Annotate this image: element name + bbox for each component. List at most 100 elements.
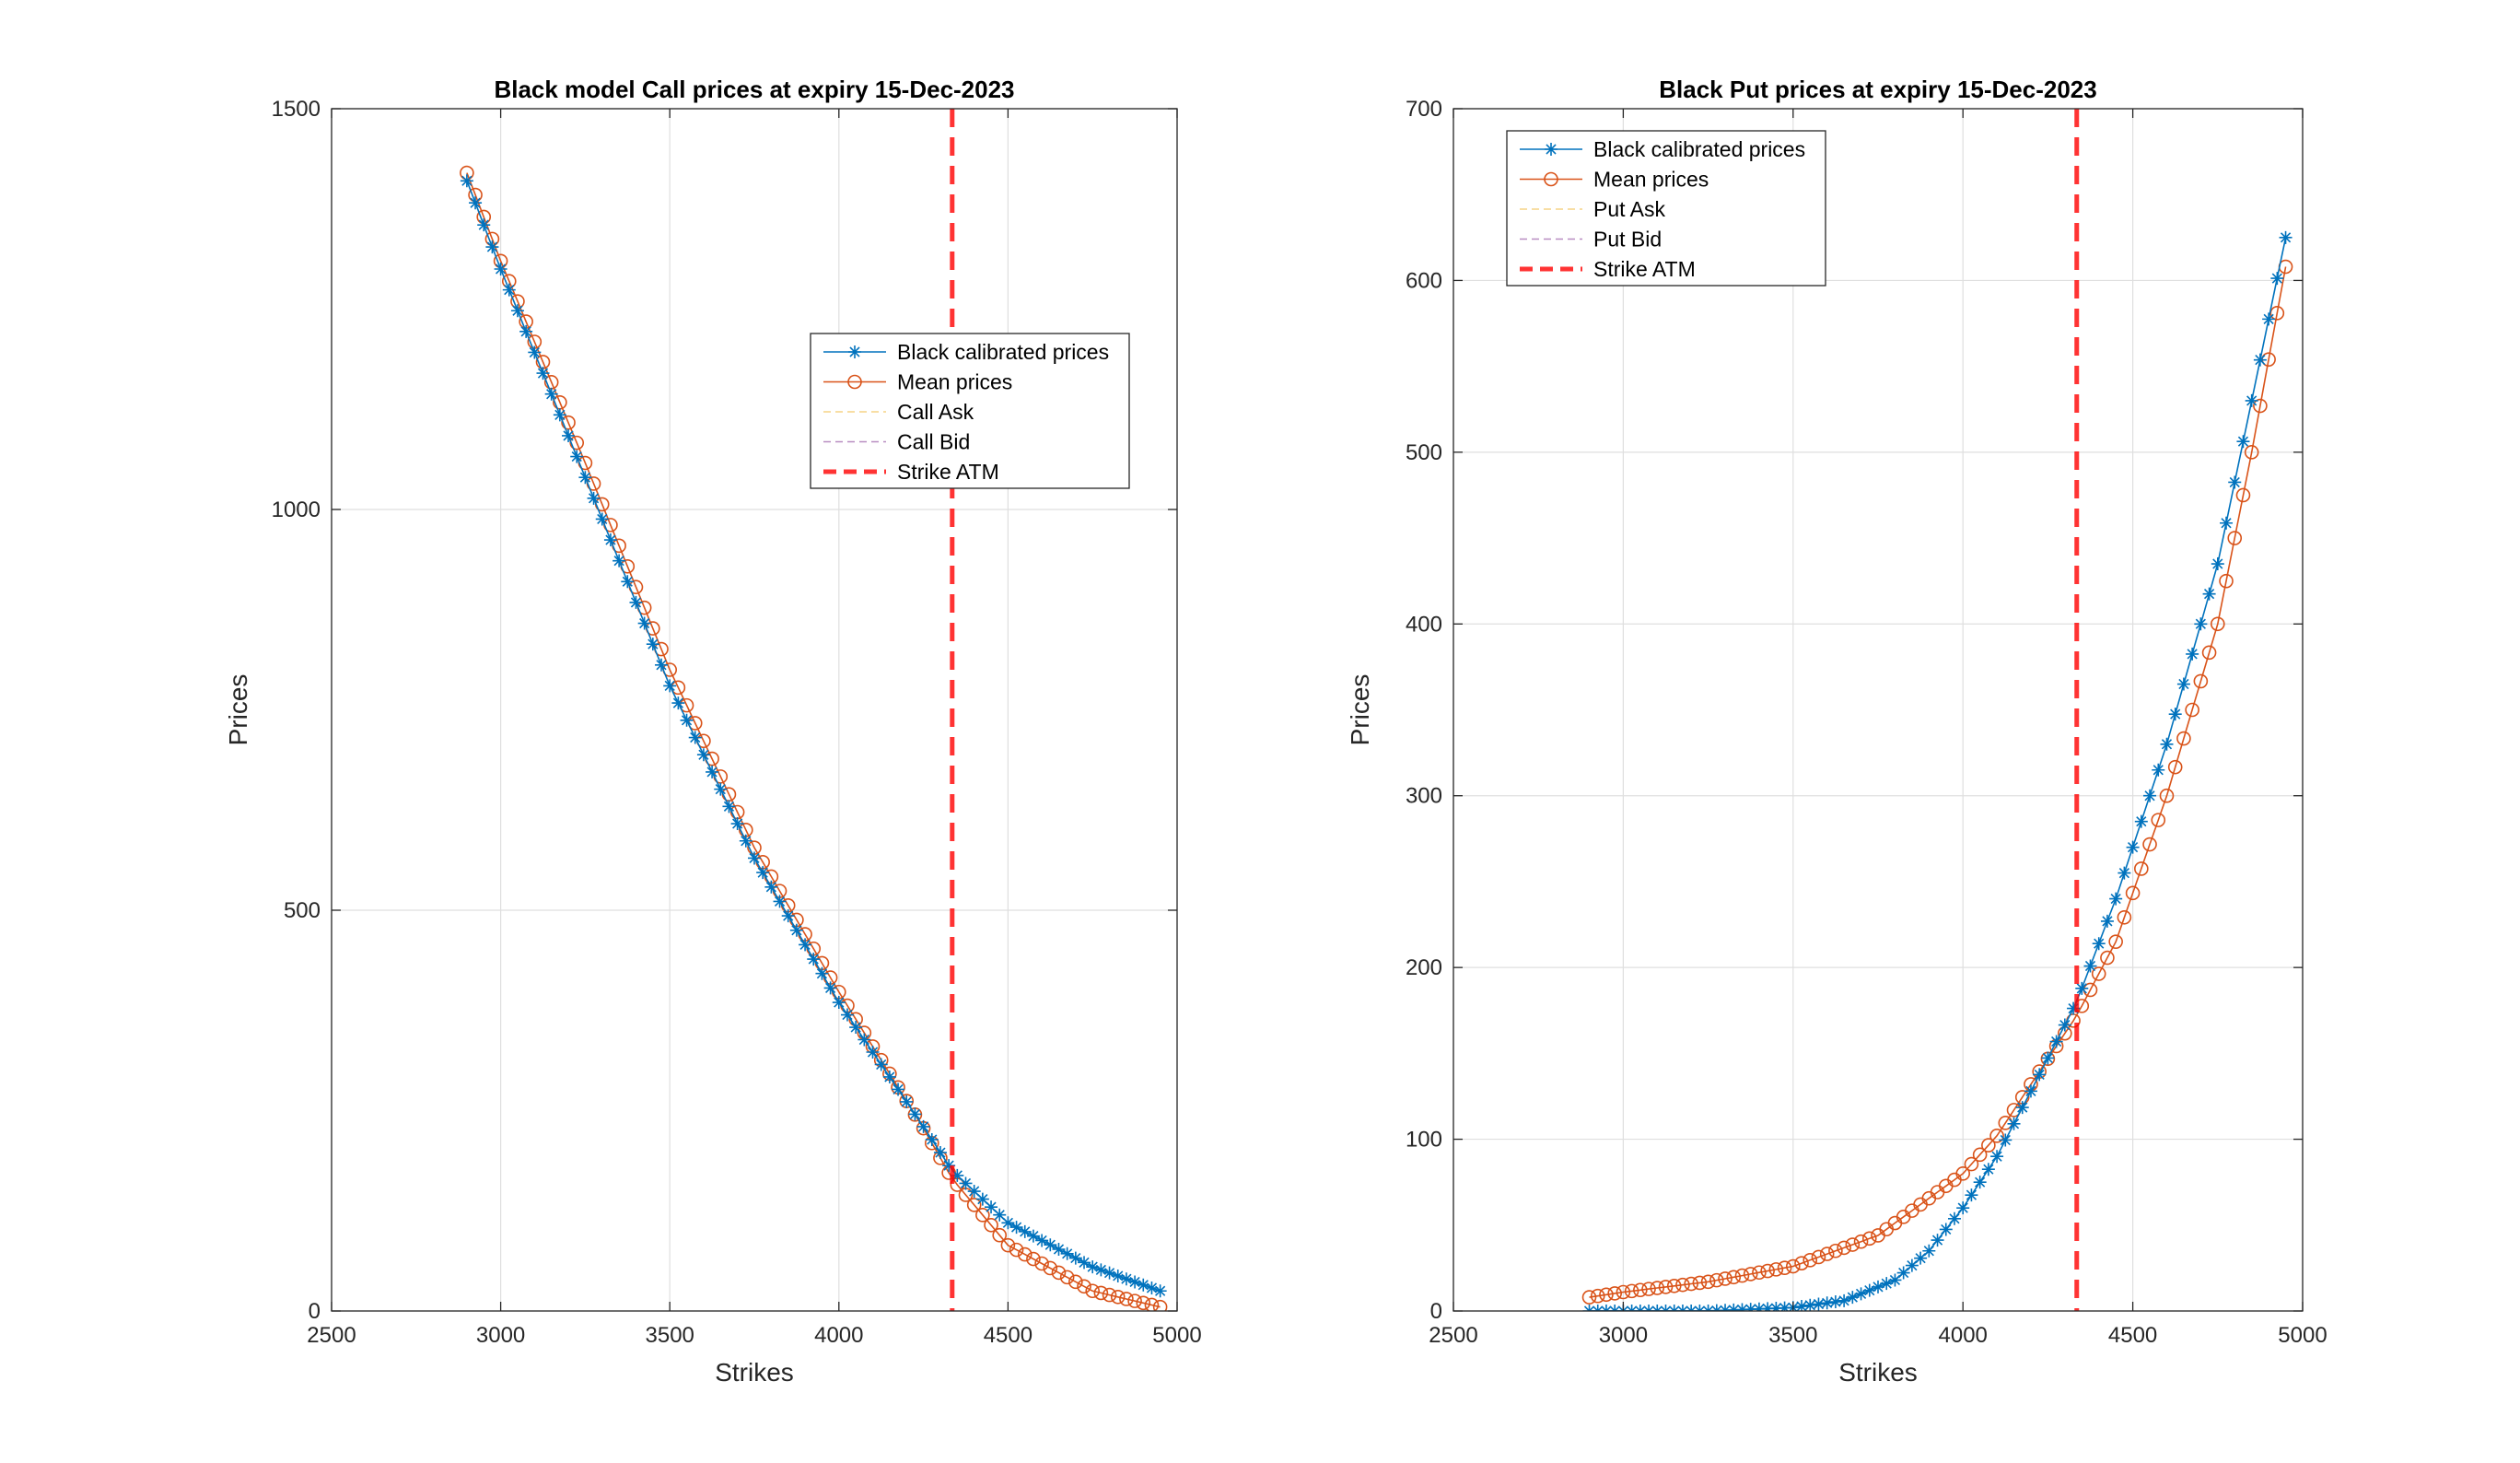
data-point-asterisk: [663, 679, 677, 693]
data-point-circle: [1607, 1286, 1622, 1301]
data-point-asterisk: [858, 1033, 871, 1047]
data-point-asterisk: [637, 616, 651, 630]
data-point-asterisk: [916, 1119, 930, 1133]
data-point-circle: [1692, 1275, 1708, 1291]
data-point-circle: [1119, 1292, 1134, 1306]
data-point-asterisk: [951, 1168, 964, 1182]
data-point-circle: [2142, 837, 2157, 852]
plot-area: [332, 109, 1177, 1311]
data-point-asterisk: [993, 1208, 1007, 1222]
data-point-asterisk: [849, 1021, 863, 1035]
x-tick-label: 5000: [1152, 1323, 1201, 1348]
data-point-asterisk: [570, 450, 584, 463]
plot-area: [1453, 109, 2303, 1311]
data-point-circle: [1726, 1270, 1742, 1285]
data-point-asterisk: [578, 471, 592, 485]
data-point-asterisk: [1939, 1223, 1953, 1236]
data-point-circle: [1752, 1265, 1767, 1281]
data-point-asterisk: [1769, 1302, 1783, 1311]
legend-marker: [1544, 171, 1558, 187]
data-point-asterisk: [603, 533, 617, 547]
data-point-asterisk: [1094, 1263, 1108, 1277]
data-point-circle: [1828, 1243, 1843, 1258]
y-tick-label: 1000: [272, 497, 321, 522]
data-point-asterisk: [1990, 1150, 2004, 1164]
data-point-asterisk: [1119, 1272, 1133, 1286]
data-point-asterisk: [460, 174, 473, 188]
data-point-circle: [2193, 673, 2209, 689]
data-point-circle: [1616, 1284, 1631, 1300]
data-point-asterisk: [2118, 866, 2131, 880]
data-point-asterisk: [2176, 677, 2190, 691]
data-point-circle: [1845, 1237, 1861, 1252]
data-point-circle: [1734, 1268, 1750, 1283]
legend-box: [810, 333, 1130, 489]
data-point-circle: [1675, 1277, 1690, 1293]
data-point-asterisk: [781, 909, 795, 923]
data-point-asterisk: [1973, 1176, 1987, 1189]
data-point-asterisk: [2100, 914, 2114, 928]
data-point-circle: [2134, 861, 2149, 876]
data-point-asterisk: [562, 428, 576, 442]
data-point-asterisk: [773, 895, 787, 908]
data-point-asterisk: [1153, 1284, 1167, 1298]
data-point-asterisk: [2067, 1001, 2081, 1015]
data-point-circle: [1743, 1267, 1758, 1282]
data-point-asterisk: [722, 800, 736, 813]
data-point-circle: [1861, 1231, 1877, 1246]
legend-label: Call Bid: [897, 430, 970, 454]
data-point-circle: [1085, 1283, 1100, 1299]
data-point-asterisk: [1137, 1278, 1150, 1292]
legend-marker: [847, 374, 862, 390]
data-point-asterisk: [2152, 763, 2165, 777]
data-point-circle: [1043, 1260, 1058, 1276]
data-point-asterisk: [1009, 1221, 1023, 1235]
data-point-circle: [1684, 1276, 1698, 1292]
data-point-asterisk: [866, 1045, 880, 1059]
data-point-circle: [2108, 934, 2123, 949]
data-point-asterisk: [1828, 1295, 1842, 1309]
data-point-asterisk: [1803, 1298, 1817, 1311]
data-point-asterisk: [874, 1058, 888, 1071]
data-point-asterisk: [502, 283, 516, 297]
y-tick-label: 0: [1430, 1299, 1442, 1324]
data-point-asterisk: [1018, 1224, 1032, 1238]
data-point-circle: [1590, 1288, 1605, 1304]
data-point-asterisk: [1078, 1256, 1091, 1270]
data-point-asterisk: [2015, 1101, 2029, 1115]
data-point-asterisk: [2007, 1117, 2021, 1130]
data-point-circle: [1760, 1263, 1775, 1279]
data-point-circle: [1650, 1281, 1665, 1295]
data-point-circle: [2244, 445, 2259, 460]
data-point-asterisk: [1761, 1302, 1775, 1311]
x-tick-label: 3000: [476, 1323, 525, 1348]
data-point-circle: [2159, 788, 2175, 803]
data-point-asterisk: [1111, 1269, 1125, 1282]
data-point-asterisk: [2160, 737, 2174, 751]
data-point-asterisk: [1735, 1303, 1749, 1311]
data-point-asterisk: [799, 938, 812, 952]
series-line: [1589, 266, 2287, 1298]
data-point-asterisk: [528, 345, 542, 359]
put-price-chart: 2500 3000 3500 4000 4500 5000 0 100 200 300 400 500…: [1346, 76, 2328, 1387]
data-point-circle: [2227, 531, 2243, 545]
data-point-circle: [1051, 1265, 1067, 1281]
data-point-circle: [1000, 1237, 1016, 1253]
data-point-asterisk: [925, 1132, 939, 1146]
data-point-circle: [1998, 1116, 2013, 1130]
data-point-asterisk: [764, 880, 778, 894]
data-point-asterisk: [1862, 1283, 1876, 1297]
data-point-circle: [1777, 1260, 1792, 1276]
legend: Black calibrated prices Mean prices Call A…: [810, 333, 1130, 489]
data-point-asterisk: [1914, 1251, 1928, 1265]
data-point-circle: [1144, 1297, 1160, 1311]
data-point-circle: [1786, 1258, 1801, 1274]
data-point-circle: [1152, 1299, 1168, 1311]
data-point-circle: [1017, 1246, 1032, 1262]
data-point-asterisk: [612, 554, 626, 568]
data-point-circle: [1059, 1270, 1075, 1285]
data-point-circle: [2151, 813, 2166, 827]
data-point-asterisk: [967, 1185, 981, 1199]
x-tick-label: 5000: [2278, 1323, 2327, 1348]
